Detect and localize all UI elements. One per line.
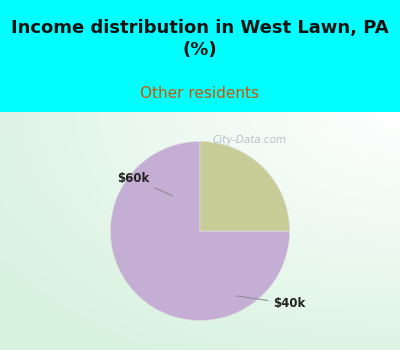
Text: $60k: $60k xyxy=(118,172,172,196)
Wedge shape xyxy=(110,141,290,321)
Text: City-Data.com: City-Data.com xyxy=(212,135,286,145)
Text: Other residents: Other residents xyxy=(140,86,260,101)
Text: $40k: $40k xyxy=(237,296,306,310)
Wedge shape xyxy=(200,141,290,231)
Text: Income distribution in West Lawn, PA
(%): Income distribution in West Lawn, PA (%) xyxy=(11,19,389,60)
